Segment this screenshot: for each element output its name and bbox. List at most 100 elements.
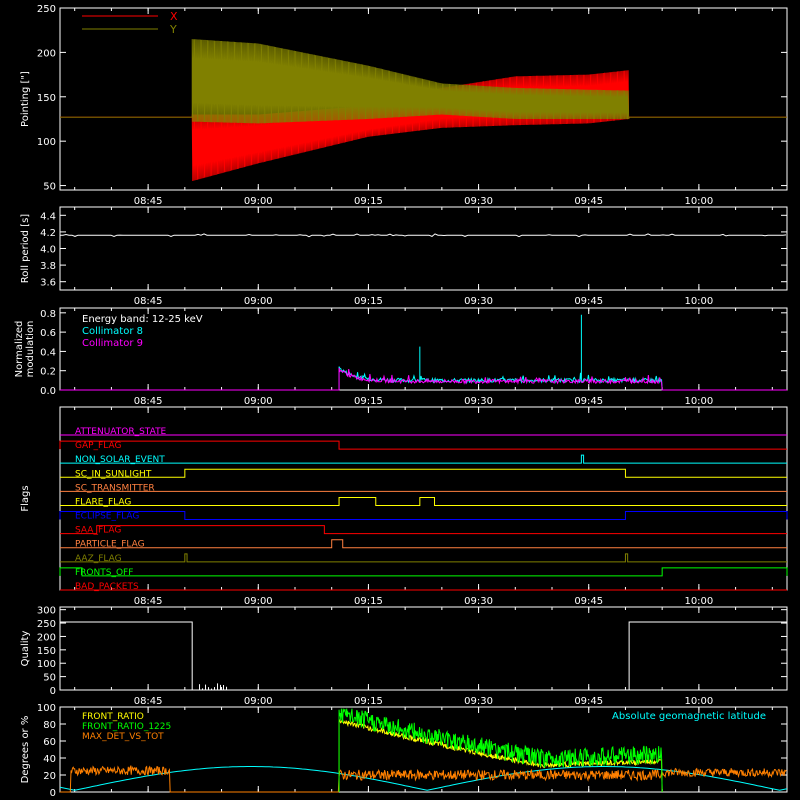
ratios-ytick-label: 0 [50,788,56,799]
ratios-annotation: Absolute geomagnetic latitude [612,711,766,722]
ratios-legend-0: FRONT_RATIO [82,712,144,722]
modulation-xtick-label: 09:45 [574,396,603,407]
roll-ytick-label: 3.8 [40,261,56,272]
modulation-ytick-label: 0.2 [40,367,56,378]
pointing-xtick-label: 10:00 [684,196,713,207]
flags-xtick-label: 08:45 [134,596,163,607]
quality-frame [59,606,788,691]
pointing-xtick-label: 08:45 [134,196,163,207]
flag-label-saa_flag: SAA_FLAG [75,526,121,536]
quality-ytick-label: 50 [43,673,56,684]
flags-xtick-label: 09:00 [244,596,273,607]
front-ratio-1225-line [338,708,663,793]
quality-xtick-label: 09:30 [464,696,493,707]
roll-ytick-label: 4.0 [40,245,56,256]
flags-ylabel: Flags [20,485,31,511]
modulation-frame [59,307,788,391]
pointing-ytick-label: 100 [37,137,56,148]
quality-line [60,621,787,691]
roll-xtick-label: 09:15 [354,296,383,307]
modulation-legend-8: Collimator 8 [82,326,143,337]
front-ratio-line [338,718,663,793]
flag-label-particle_flag: PARTICLE_FLAG [75,540,145,550]
modulation-xtick-label: 09:30 [464,396,493,407]
ratios-legend-2: MAX_DET_VS_TOT [82,732,164,742]
legend-label-y: Y [169,23,177,36]
flag-label-fronts_off: FRONTS_OFF [75,568,133,578]
modulation-xtick-label: 08:45 [134,396,163,407]
flag-line-non_solar_event [60,454,787,464]
quality-ytick-label: 200 [37,632,56,643]
flags-frame [59,406,788,591]
modulation-ytick-label: 0.8 [40,309,56,320]
pointing-ytick-label: 250 [37,4,56,15]
pointing-series-y [60,39,787,124]
flags-xtick-label: 09:15 [354,596,383,607]
flags-xtick-label: 10:00 [684,596,713,607]
flag-line-sc_in_sunlight [60,468,787,478]
pointing-xtick-label: 09:30 [464,196,493,207]
modulation-ylabel: Normalized [14,321,25,378]
quality-xtick-label: 09:45 [574,696,603,707]
modulation-ytick-label: 0.6 [40,328,56,339]
ratios-ytick-label: 20 [43,771,56,782]
roll-ytick-label: 3.6 [40,278,56,289]
ratios-ytick-label: 80 [43,720,56,731]
max-det-vs-tot-line [60,764,787,793]
quality-xtick-label: 08:45 [134,696,163,707]
modulation-xtick-label: 09:00 [244,396,273,407]
flag-label-sc_in_sunlight: SC_IN_SUNLIGHT [75,469,152,479]
flag-line-particle_flag [60,539,787,549]
pointing-ylabel: Pointing ["] [20,71,31,127]
roll-xtick-label: 10:00 [684,296,713,307]
quality-xtick-label: 09:00 [244,696,273,707]
legend-label-x: X [170,10,178,23]
ratios-legend-1: FRONT_RATIO_1225 [82,722,171,732]
quality-ytick-label: 100 [37,659,56,670]
flag-label-flare_flag: FLARE_FLAG [75,497,131,507]
flag-label-bad_packets: BAD_PACKETS [75,582,139,592]
modulation-ytick-label: 0.4 [40,347,56,358]
ratios-ytick-label: 40 [43,754,56,765]
flag-line-gap_flag [59,440,787,450]
roll-ytick-label: 4.4 [40,211,56,222]
flag-label-non_solar_event: NON_SOLAR_EVENT [75,455,165,465]
flag-label-eclipse_flag: ECLIPSE_FLAG [75,512,139,522]
roll-xtick-label: 08:45 [134,296,163,307]
flag-label-attenuator_state: ATTENUATOR_STATE [75,427,167,437]
ratios-ytick-label: 60 [43,737,56,748]
modulation-legend-9: Collimator 9 [82,338,143,349]
quality-ylabel: Quality [20,631,31,667]
modulation-xtick-label: 09:15 [354,396,383,407]
modulation-collimator-9 [60,367,787,391]
flag-line-aaz_flag [60,553,787,563]
quality-ytick-label: 250 [37,619,56,630]
roll-frame [59,206,788,291]
roll-ylabel: Roll period [s] [20,214,31,283]
quality-xtick-label: 09:15 [354,696,383,707]
roll-xtick-label: 09:30 [464,296,493,307]
pointing-ytick-label: 150 [37,93,56,104]
pointing-ytick-label: 50 [43,182,56,193]
modulation-ylabel: modulation [25,321,36,378]
flags-xtick-label: 09:45 [574,596,603,607]
flag-line-fronts_off [59,567,788,577]
quality-ytick-label: 300 [37,606,56,617]
quality-ytick-label: 150 [37,646,56,657]
modulation-xtick-label: 10:00 [684,396,713,407]
roll-period-line [59,233,787,238]
geomagnetic-latitude-line [59,766,788,791]
quality-xtick-label: 10:00 [684,696,713,707]
flag-line-saa_flag [60,525,787,535]
pointing-ytick-label: 200 [37,48,56,59]
flag-line-eclipse_flag [59,511,788,521]
ratios-frame [59,706,788,793]
flag-label-aaz_flag: AAZ_FLAG [75,554,122,564]
quality-ytick-label: 0 [50,686,56,697]
roll-ytick-label: 4.2 [40,228,56,239]
flags-xtick-label: 09:30 [464,596,493,607]
pointing-xtick-label: 09:45 [574,196,603,207]
flag-label-gap_flag: GAP_FLAG [75,441,121,451]
roll-xtick-label: 09:00 [244,296,273,307]
